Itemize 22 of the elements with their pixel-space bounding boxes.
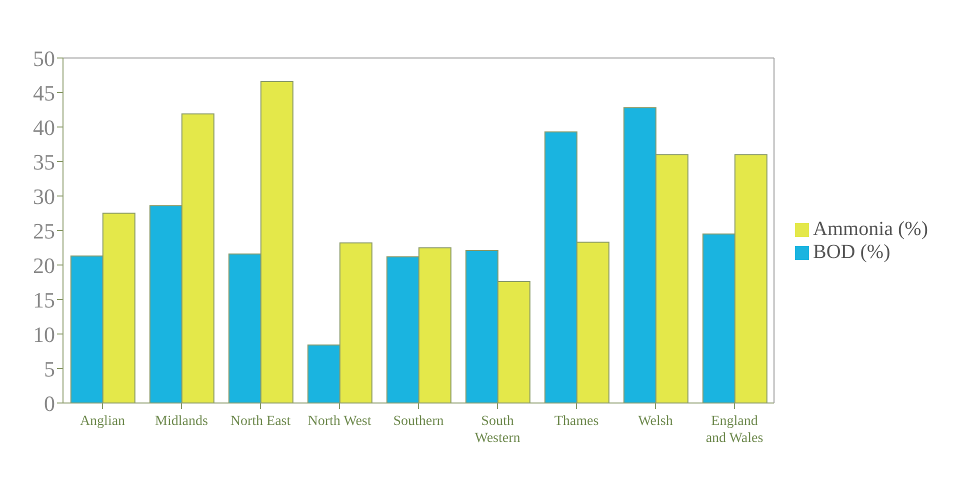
y-tick-label: 15 — [33, 287, 55, 312]
x-tick-label: North East — [230, 414, 291, 429]
x-tick-label: Southern — [393, 414, 444, 429]
y-tick-label: 20 — [33, 252, 55, 278]
x-tick-label: England and Wales — [706, 414, 764, 446]
y-tick-label: 0 — [44, 390, 55, 416]
y-tick-label: 10 — [33, 322, 55, 347]
x-tick-label: South Western — [474, 414, 520, 446]
x-tick-label: Anglian — [80, 414, 126, 429]
x-tick-label: Welsh — [638, 414, 673, 429]
y-tick-label: 45 — [33, 80, 55, 106]
legend-label: Ammonia (%) — [813, 218, 928, 240]
y-tick-label: 40 — [33, 114, 55, 140]
legend-label: BOD (%) — [813, 240, 890, 262]
x-tick-label: Midlands — [155, 414, 208, 429]
y-tick-label: 50 — [33, 46, 55, 71]
y-tick-label: 5 — [44, 356, 55, 382]
y-tick-label: 30 — [33, 184, 55, 209]
x-tick-label: North West — [308, 414, 372, 429]
y-tick-label: 35 — [33, 149, 55, 174]
y-tick-label: 25 — [33, 218, 55, 244]
x-tick-label: Thames — [554, 414, 599, 429]
